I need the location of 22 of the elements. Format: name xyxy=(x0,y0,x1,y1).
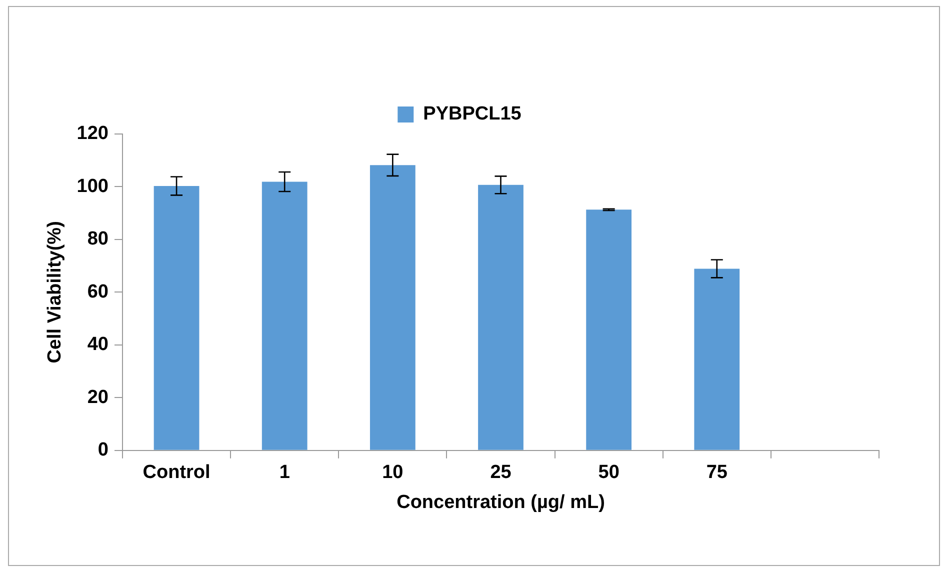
x-axis-title: Concentration (µg/ mL) xyxy=(396,492,605,513)
y-tick-label: 20 xyxy=(87,386,108,408)
x-tick-label: 75 xyxy=(706,462,728,484)
legend-label: PYBPCL15 xyxy=(423,104,522,125)
bar xyxy=(154,186,200,450)
x-tick-label: 10 xyxy=(382,462,404,484)
bar xyxy=(478,184,524,450)
x-tick-label: 25 xyxy=(490,462,512,484)
y-axis-title: Cell Viability(%) xyxy=(44,221,66,364)
y-tick-label: 60 xyxy=(87,281,108,302)
x-tick-label: 50 xyxy=(598,462,620,484)
x-tick-label: 1 xyxy=(279,462,290,484)
y-tick-label: 40 xyxy=(87,334,108,356)
y-tick-label: 0 xyxy=(98,440,108,461)
y-tick-label: 100 xyxy=(76,176,108,197)
x-tick-label: Control xyxy=(142,462,210,484)
bar xyxy=(694,268,740,450)
y-tick-label: 120 xyxy=(76,123,108,144)
bar xyxy=(370,165,416,450)
bar xyxy=(586,210,632,450)
y-tick-label: 80 xyxy=(87,228,108,250)
bar xyxy=(262,182,308,450)
